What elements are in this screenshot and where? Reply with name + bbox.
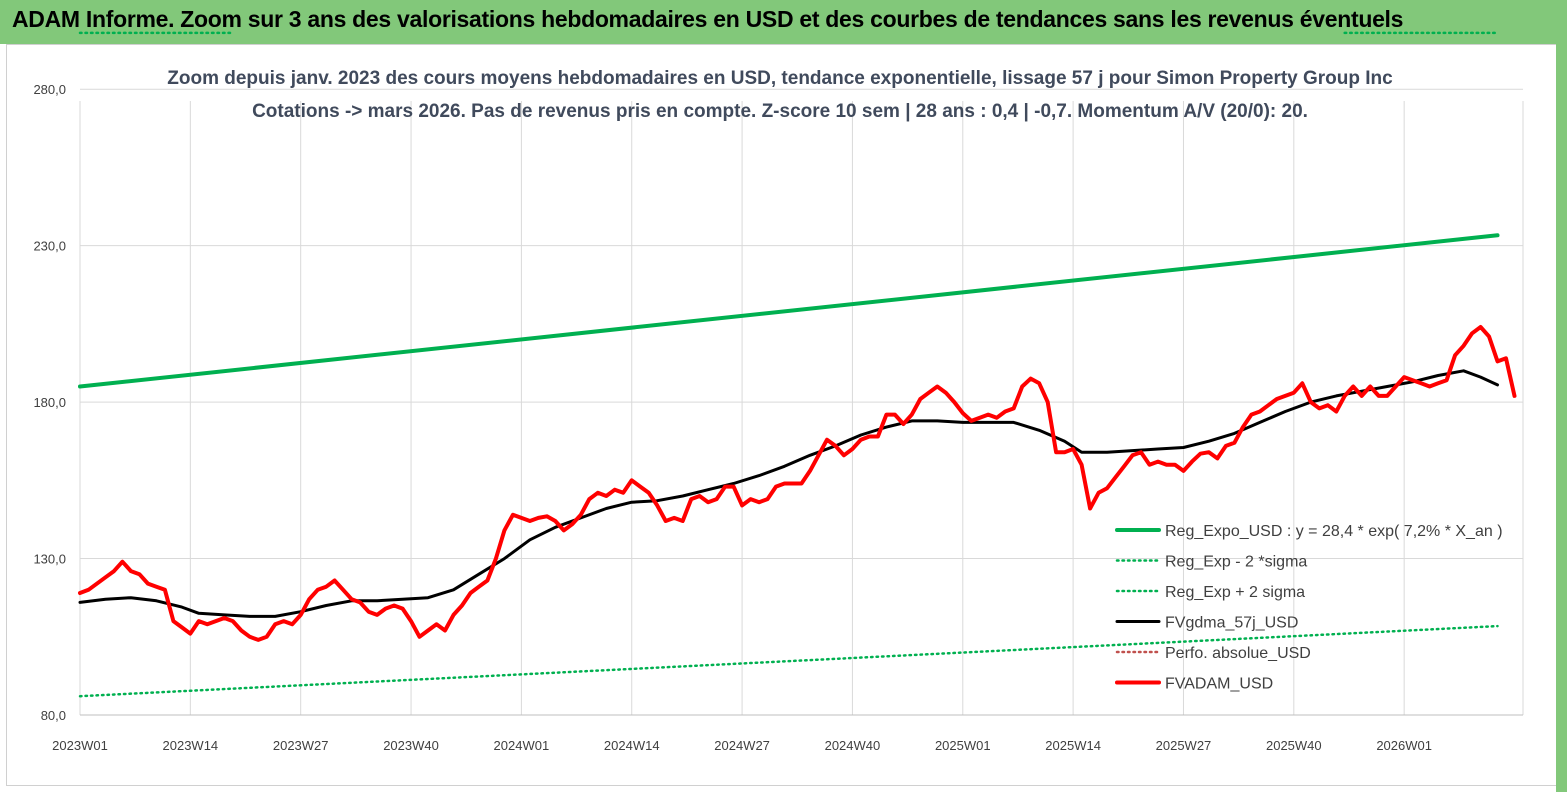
series-line — [78, 233, 1500, 389]
right-edge-band — [1556, 44, 1567, 792]
series-line — [78, 325, 1517, 642]
y-tick-label: 180,0 — [33, 395, 66, 410]
legend-label: FVADAM_USD — [1165, 676, 1273, 693]
x-tick-label: 2025W14 — [1045, 738, 1101, 753]
chart-subtitle-line1: Zoom depuis janv. 2023 des cours moyens … — [167, 68, 1393, 89]
x-tick-label: 2025W40 — [1266, 738, 1322, 753]
y-tick-label: 230,0 — [33, 239, 66, 254]
chart-area — [6, 44, 1557, 786]
x-tick-label: 2026W01 — [1376, 738, 1432, 753]
legend-label: Reg_Expo_USD : y = 28,4 * exp( 7,2% * X_… — [1165, 523, 1503, 540]
x-tick-label: 2024W14 — [604, 738, 660, 753]
y-tick-label: 280,0 — [33, 82, 66, 97]
x-tick-label: 2023W40 — [383, 738, 439, 753]
x-tick-label: 2025W01 — [935, 738, 991, 753]
chart-subtitle-line2: Cotations -> mars 2026. Pas de revenus p… — [252, 101, 1308, 122]
legend-label: FVgdma_57j_USD — [1165, 615, 1298, 632]
x-tick-label: 2024W40 — [825, 738, 881, 753]
x-tick-label: 2025W27 — [1156, 738, 1212, 753]
x-tick-label: 2023W14 — [163, 738, 219, 753]
legend-label: Reg_Exp - 2 *sigma — [1165, 554, 1307, 571]
y-tick-label: 80,0 — [41, 708, 66, 723]
legend: Reg_Expo_USD : y = 28,4 * exp( 7,2% * X_… — [1115, 523, 1503, 693]
x-tick-label: 2023W27 — [273, 738, 329, 753]
report-title: ADAM Informe. Zoom sur 3 ans des valoris… — [12, 6, 1404, 32]
series-line — [78, 369, 1499, 618]
x-tick-label: 2024W27 — [714, 738, 770, 753]
x-tick-label: 2024W01 — [494, 738, 550, 753]
axes: 80,0 130,0 180,0 230,0 280,0 2023W01 2023W14 20… — [33, 82, 1523, 753]
series-line — [78, 624, 1499, 698]
x-tick-label: 2023W01 — [52, 738, 108, 753]
legend-label: Perfo. absolue_USD — [1165, 645, 1311, 662]
report-banner — [0, 0, 1567, 44]
legend-label: Reg_Exp + 2 sigma — [1165, 584, 1305, 601]
series-lines — [78, 31, 1517, 698]
y-tick-label: 130,0 — [33, 552, 66, 567]
